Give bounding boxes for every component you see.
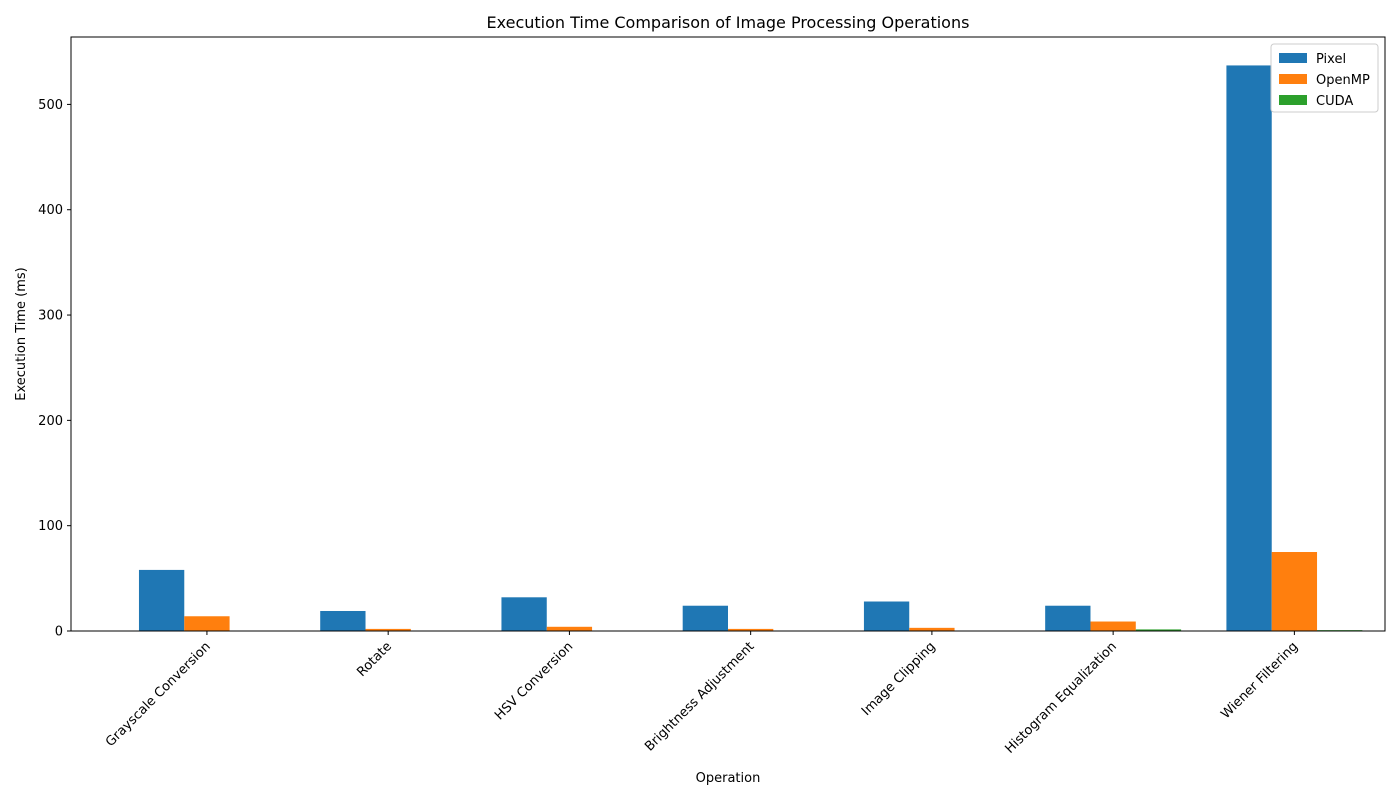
x-tick-label: Brightness Adjustment: [642, 639, 757, 754]
legend-swatch-pixel: [1279, 53, 1307, 63]
x-tick-label: HSV Conversion: [492, 639, 576, 723]
bar-pixel-0: [138, 569, 185, 631]
x-tick-label: Wiener Filtering: [1218, 639, 1301, 722]
x-tick-label: Grayscale Conversion: [103, 639, 214, 750]
x-axis: Grayscale Conversion Rotate HSV Conversion…: [103, 631, 1301, 757]
x-axis-label: Operation: [696, 771, 761, 786]
bar-pixel-6: [1226, 65, 1272, 632]
x-tick-label: Rotate: [354, 639, 395, 680]
legend-label-openmp: OpenMP: [1316, 73, 1370, 88]
bar-openmp-1: [365, 628, 411, 631]
bar-openmp-0: [184, 616, 230, 631]
bar-pixel-5: [1045, 605, 1091, 631]
bar-openmp-4: [909, 627, 955, 631]
plot-area: [70, 36, 1386, 632]
bar-openmp-3: [728, 628, 774, 631]
legend: Pixel OpenMP CUDA: [1270, 43, 1379, 113]
bar-pixel-4: [863, 601, 910, 631]
y-tick-label: 500: [38, 98, 63, 113]
bar-pixel-3: [682, 605, 728, 631]
bar-openmp-6: [1271, 552, 1318, 631]
legend-label-cuda: CUDA: [1316, 94, 1353, 109]
x-tick-label: Image Clipping: [859, 639, 939, 719]
bar-pixel-2: [501, 597, 547, 631]
legend-swatch-cuda: [1279, 95, 1307, 105]
x-tick-label: Histogram Equalization: [1002, 639, 1120, 757]
legend-swatch-openmp: [1279, 74, 1307, 84]
bar-pixel-1: [320, 610, 366, 631]
axes-frame: [70, 36, 1386, 632]
bar-openmp-5: [1090, 621, 1136, 631]
chart-title: Execution Time Comparison of Image Proce…: [487, 13, 970, 32]
y-tick-label: 200: [38, 414, 63, 429]
y-axis-label: Execution Time (ms): [14, 267, 29, 400]
series-openmp: [184, 552, 1318, 631]
y-tick-label: 400: [38, 203, 63, 218]
y-tick-label: 100: [38, 519, 63, 534]
y-tick-label: 0: [55, 625, 63, 640]
bar-cuda-5: [1135, 629, 1182, 631]
legend-label-pixel: Pixel: [1316, 52, 1346, 67]
y-axis: 0 100 200 300 400 500: [38, 98, 71, 640]
y-tick-label: 300: [38, 309, 63, 324]
series-pixel: [138, 65, 1272, 632]
bar-openmp-2: [546, 626, 593, 631]
